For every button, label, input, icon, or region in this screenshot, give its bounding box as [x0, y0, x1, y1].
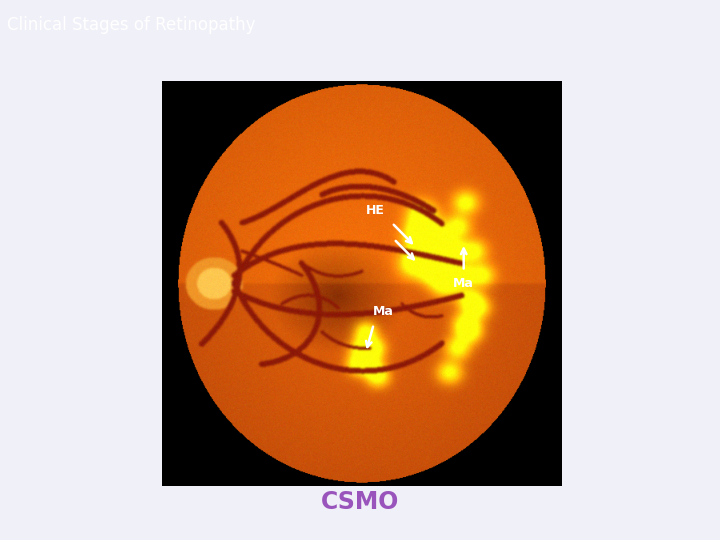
Text: Ma: Ma	[454, 277, 474, 290]
Text: HE: HE	[366, 204, 385, 217]
Text: Clinical Stages of Retinopathy: Clinical Stages of Retinopathy	[7, 16, 256, 34]
Text: CSMO: CSMO	[321, 490, 399, 515]
Text: Ma: Ma	[374, 305, 395, 319]
